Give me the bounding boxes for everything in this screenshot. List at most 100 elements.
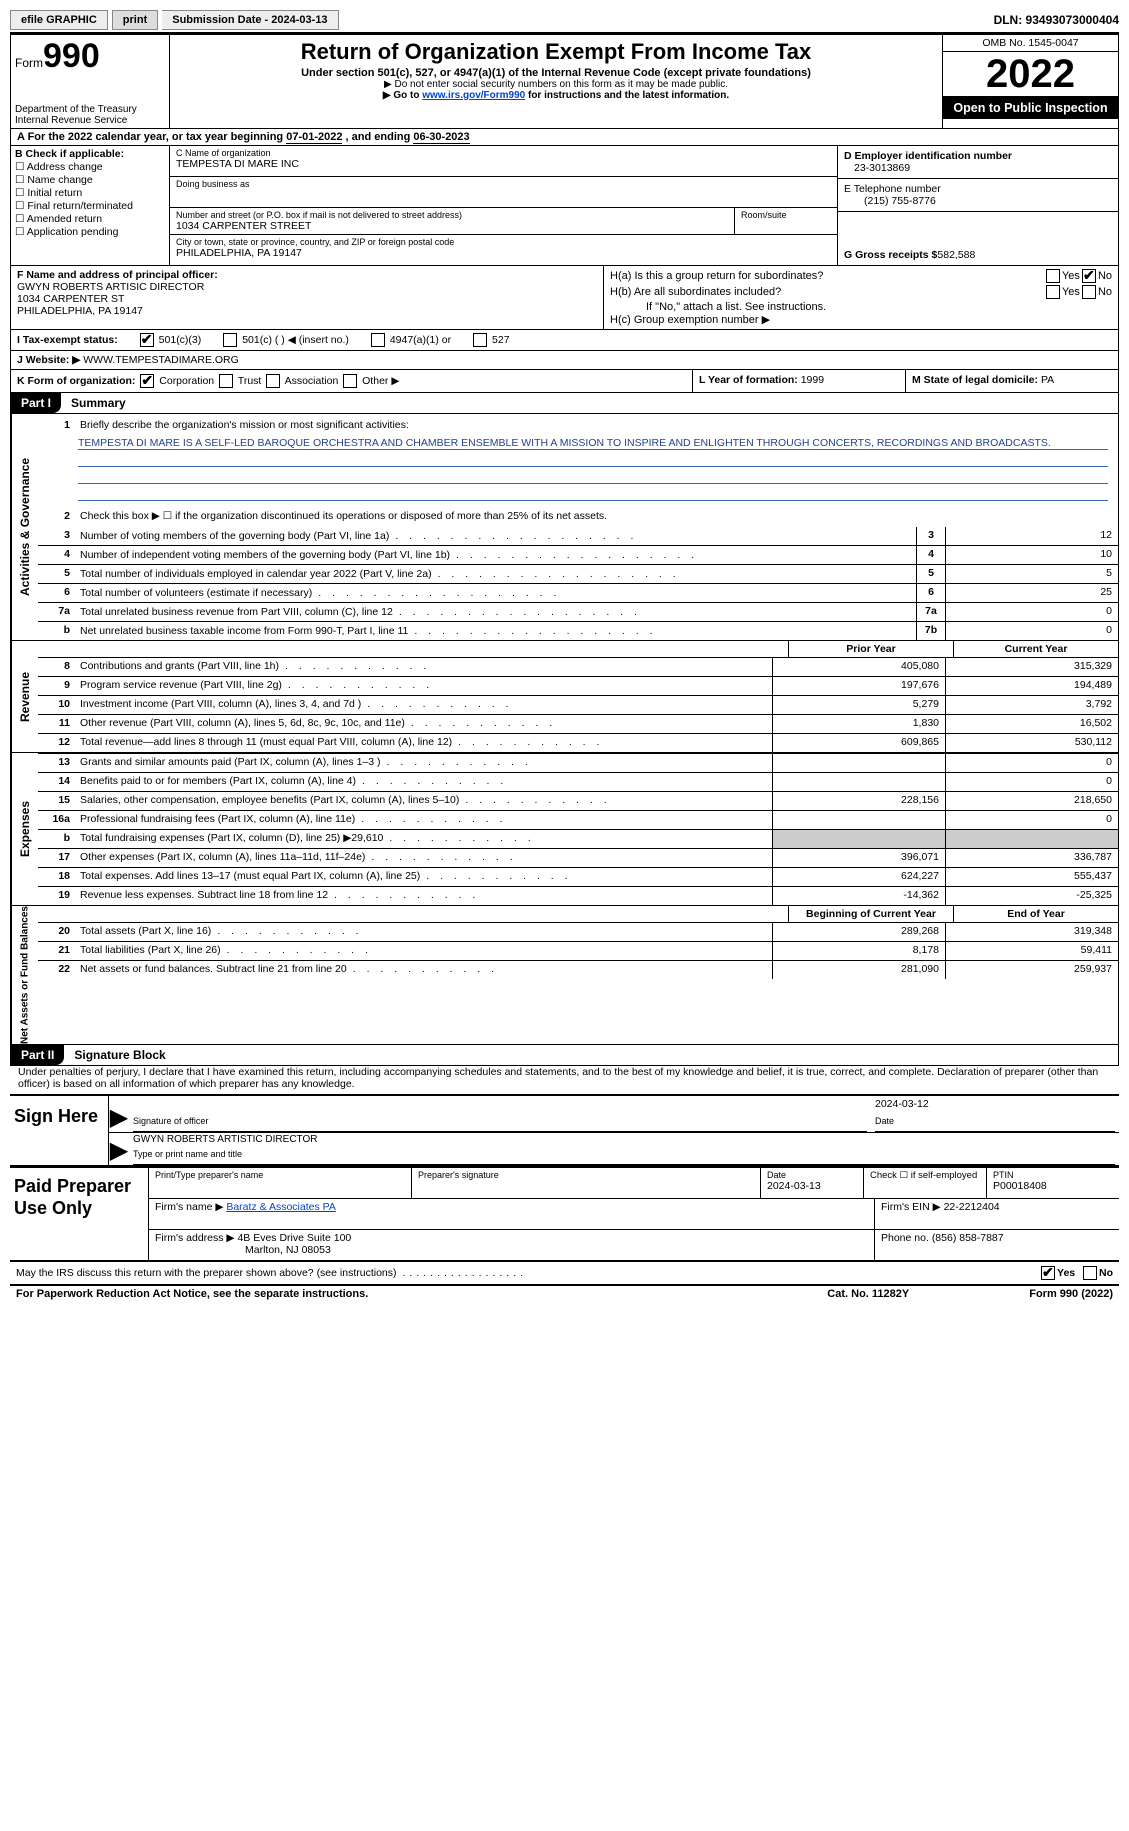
line-num: 10 bbox=[38, 696, 76, 714]
expenses-body: 13Grants and similar amounts paid (Part … bbox=[38, 753, 1118, 905]
chk-final[interactable]: ☐ Final return/terminated bbox=[15, 200, 165, 212]
discuss-yes-cb[interactable] bbox=[1041, 1266, 1055, 1280]
opt-501c[interactable]: 501(c) ( ) ◀ (insert no.) bbox=[221, 333, 349, 347]
street-label: Number and street (or P.O. box if mail i… bbox=[176, 210, 728, 220]
k-other-cb[interactable] bbox=[343, 374, 357, 388]
rows-net-container: 20Total assets (Part X, line 16). . . . … bbox=[38, 922, 1118, 979]
firm-addr1: 4B Eves Drive Suite 100 bbox=[237, 1232, 351, 1244]
prior-value bbox=[772, 830, 945, 848]
k-label: K Form of organization: bbox=[17, 375, 135, 387]
sub-date-label: Submission Date - bbox=[172, 14, 271, 26]
data-line-10: 10Investment income (Part VIII, column (… bbox=[38, 695, 1118, 714]
line-box: 6 bbox=[916, 584, 946, 602]
dept-treasury: Department of the Treasury Internal Reve… bbox=[15, 104, 165, 126]
k-corp-cb[interactable] bbox=[140, 374, 154, 388]
firm-name-cell: Firm's name ▶ Baratz & Associates PA bbox=[149, 1199, 875, 1229]
line-value: 0 bbox=[946, 622, 1118, 640]
room-label: Room/suite bbox=[741, 210, 831, 220]
addr-row: Number and street (or P.O. box if mail i… bbox=[170, 208, 837, 235]
officer-name: GWYN ROBERTS ARTISIC DIRECTOR bbox=[17, 281, 204, 293]
chk-initial[interactable]: ☐ Initial return bbox=[15, 187, 165, 199]
k-trust-cb[interactable] bbox=[219, 374, 233, 388]
page-footer: For Paperwork Reduction Act Notice, see … bbox=[10, 1286, 1119, 1302]
section-fh: F Name and address of principal officer:… bbox=[10, 266, 1119, 330]
sub-date-value: 2024-03-13 bbox=[271, 14, 327, 26]
check-self-cell: Check ☐ if self-employed bbox=[864, 1168, 987, 1198]
line-value: 10 bbox=[946, 546, 1118, 564]
revenue-body: Prior Year Current Year 8Contributions a… bbox=[38, 641, 1118, 752]
period-end: 06-30-2023 bbox=[413, 131, 469, 144]
chk-pending[interactable]: ☐ Application pending bbox=[15, 226, 165, 238]
k-form-org: K Form of organization: Corporation Trus… bbox=[11, 370, 693, 392]
current-value: 0 bbox=[945, 811, 1118, 829]
k-assoc: Association bbox=[285, 375, 339, 387]
line-num: 18 bbox=[38, 868, 76, 886]
dln-label: DLN: 93493073000404 bbox=[994, 13, 1119, 27]
period-label: A For the 2022 calendar year, or tax yea… bbox=[17, 131, 286, 143]
line-desc: Total revenue—add lines 8 through 11 (mu… bbox=[76, 734, 772, 752]
prior-value: 5,279 bbox=[772, 696, 945, 714]
side-revenue: Revenue bbox=[11, 641, 38, 752]
ein-cell: D Employer identification number 23-3013… bbox=[838, 146, 1118, 179]
opt-4947-label: 4947(a)(1) or bbox=[390, 334, 451, 346]
opt-4947[interactable]: 4947(a)(1) or bbox=[369, 333, 451, 347]
line-desc: Total liabilities (Part X, line 26). . .… bbox=[76, 942, 772, 960]
line-value: 12 bbox=[946, 527, 1118, 545]
data-line-9: 9Program service revenue (Part VIII, lin… bbox=[38, 676, 1118, 695]
sig-row-1: ▶ Signature of officer 2024-03-12 Date bbox=[109, 1096, 1119, 1133]
prep-date-cell: Date 2024-03-13 bbox=[761, 1168, 864, 1198]
discuss-no-cb[interactable] bbox=[1083, 1266, 1097, 1280]
ha-yes-checkbox[interactable] bbox=[1046, 269, 1060, 283]
chk-amended[interactable]: ☐ Amended return bbox=[15, 213, 165, 225]
current-value: 16,502 bbox=[945, 715, 1118, 733]
current-value: 0 bbox=[945, 773, 1118, 791]
firm-name-link[interactable]: Baratz & Associates PA bbox=[226, 1201, 336, 1213]
discuss-no: No bbox=[1099, 1267, 1113, 1279]
col-end: End of Year bbox=[953, 906, 1118, 922]
prior-value: 289,268 bbox=[772, 923, 945, 941]
sig-date-line: 2024-03-12 Date bbox=[875, 1114, 1115, 1132]
hb-label: H(b) Are all subordinates included? bbox=[610, 286, 1044, 298]
prep-date-label: Date bbox=[767, 1170, 857, 1180]
opt-527[interactable]: 527 bbox=[471, 333, 509, 347]
side-netassets: Net Assets or Fund Balances bbox=[11, 906, 38, 1044]
part1-badge: Part I bbox=[11, 393, 61, 413]
print-button[interactable]: print bbox=[112, 10, 158, 30]
opt-501c3[interactable]: 501(c)(3) bbox=[138, 333, 202, 347]
m-label: M State of legal domicile: bbox=[912, 374, 1041, 386]
sig-officer-label: Signature of officer bbox=[133, 1116, 208, 1126]
line-desc: Program service revenue (Part VIII, line… bbox=[76, 677, 772, 695]
line-num: 5 bbox=[38, 565, 76, 583]
irs-link[interactable]: www.irs.gov/Form990 bbox=[422, 90, 525, 101]
prep-sig-label: Preparer's signature bbox=[418, 1170, 754, 1180]
prior-value: 609,865 bbox=[772, 734, 945, 752]
prep-date-value: 2024-03-13 bbox=[767, 1180, 821, 1192]
box-b-label: B Check if applicable: bbox=[15, 148, 124, 160]
ptin-label: PTIN bbox=[993, 1170, 1113, 1180]
chk-address-change[interactable]: ☐ Address change bbox=[15, 161, 165, 173]
mission-blank3 bbox=[78, 484, 1108, 501]
opt-amended: Amended return bbox=[27, 213, 102, 225]
rows-rev-container: 8Contributions and grants (Part VIII, li… bbox=[38, 657, 1118, 752]
form-subtitle: Under section 501(c), 527, or 4947(a)(1)… bbox=[174, 67, 938, 79]
line-desc: Total number of volunteers (estimate if … bbox=[76, 584, 916, 602]
hb-yes-checkbox[interactable] bbox=[1046, 285, 1060, 299]
current-value: 315,329 bbox=[945, 658, 1118, 676]
sig-date-label: Date bbox=[875, 1116, 894, 1126]
hb-no-checkbox[interactable] bbox=[1082, 285, 1096, 299]
summary-line-5: 5Total number of individuals employed in… bbox=[38, 564, 1118, 583]
ha-no-checkbox[interactable] bbox=[1082, 269, 1096, 283]
form-word: Form bbox=[15, 56, 43, 70]
data-line-21: 21Total liabilities (Part X, line 26). .… bbox=[38, 941, 1118, 960]
k-assoc-cb[interactable] bbox=[266, 374, 280, 388]
rev-header: Prior Year Current Year bbox=[38, 641, 1118, 657]
sig-date-value: 2024-03-12 bbox=[875, 1098, 929, 1110]
part1-title: Summary bbox=[71, 393, 126, 413]
chk-name-change[interactable]: ☐ Name change bbox=[15, 174, 165, 186]
line-num: 20 bbox=[38, 923, 76, 941]
type-name-label: Type or print name and title bbox=[133, 1149, 242, 1159]
mission-text: TEMPESTA DI MARE IS A SELF-LED BAROQUE O… bbox=[78, 437, 1108, 450]
arrow-icon-2: ▶ bbox=[109, 1133, 129, 1165]
mission-blank2 bbox=[78, 467, 1108, 484]
website-label: J Website: ▶ bbox=[17, 354, 80, 366]
